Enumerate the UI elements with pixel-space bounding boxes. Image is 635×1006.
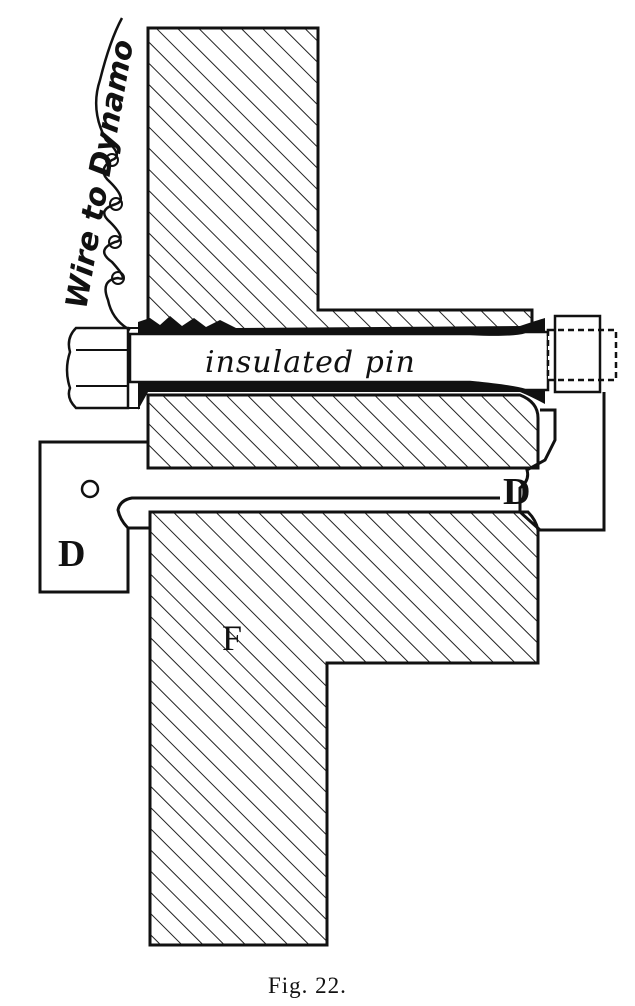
pin-right-end [546, 328, 618, 382]
wire-coil [94, 17, 131, 332]
right-nut [553, 314, 602, 394]
insulated-pin [128, 330, 550, 392]
label-wire-to-dynamo: Wire to Dynamo [59, 37, 141, 311]
left-d-bracket [38, 440, 500, 594]
upper-block [146, 26, 534, 338]
right-d-bracket [518, 392, 606, 532]
label-f: F [222, 618, 242, 658]
label-insulated-pin: insulated pin [205, 345, 416, 380]
lower-flange-block [146, 393, 540, 470]
label-d-right: D [503, 471, 530, 513]
label-d-left: D [58, 533, 85, 575]
lower-block-f [148, 510, 540, 947]
circle-mark [80, 479, 100, 499]
left-nut [65, 326, 140, 410]
figure-caption: Fig. 22. [268, 973, 347, 998]
